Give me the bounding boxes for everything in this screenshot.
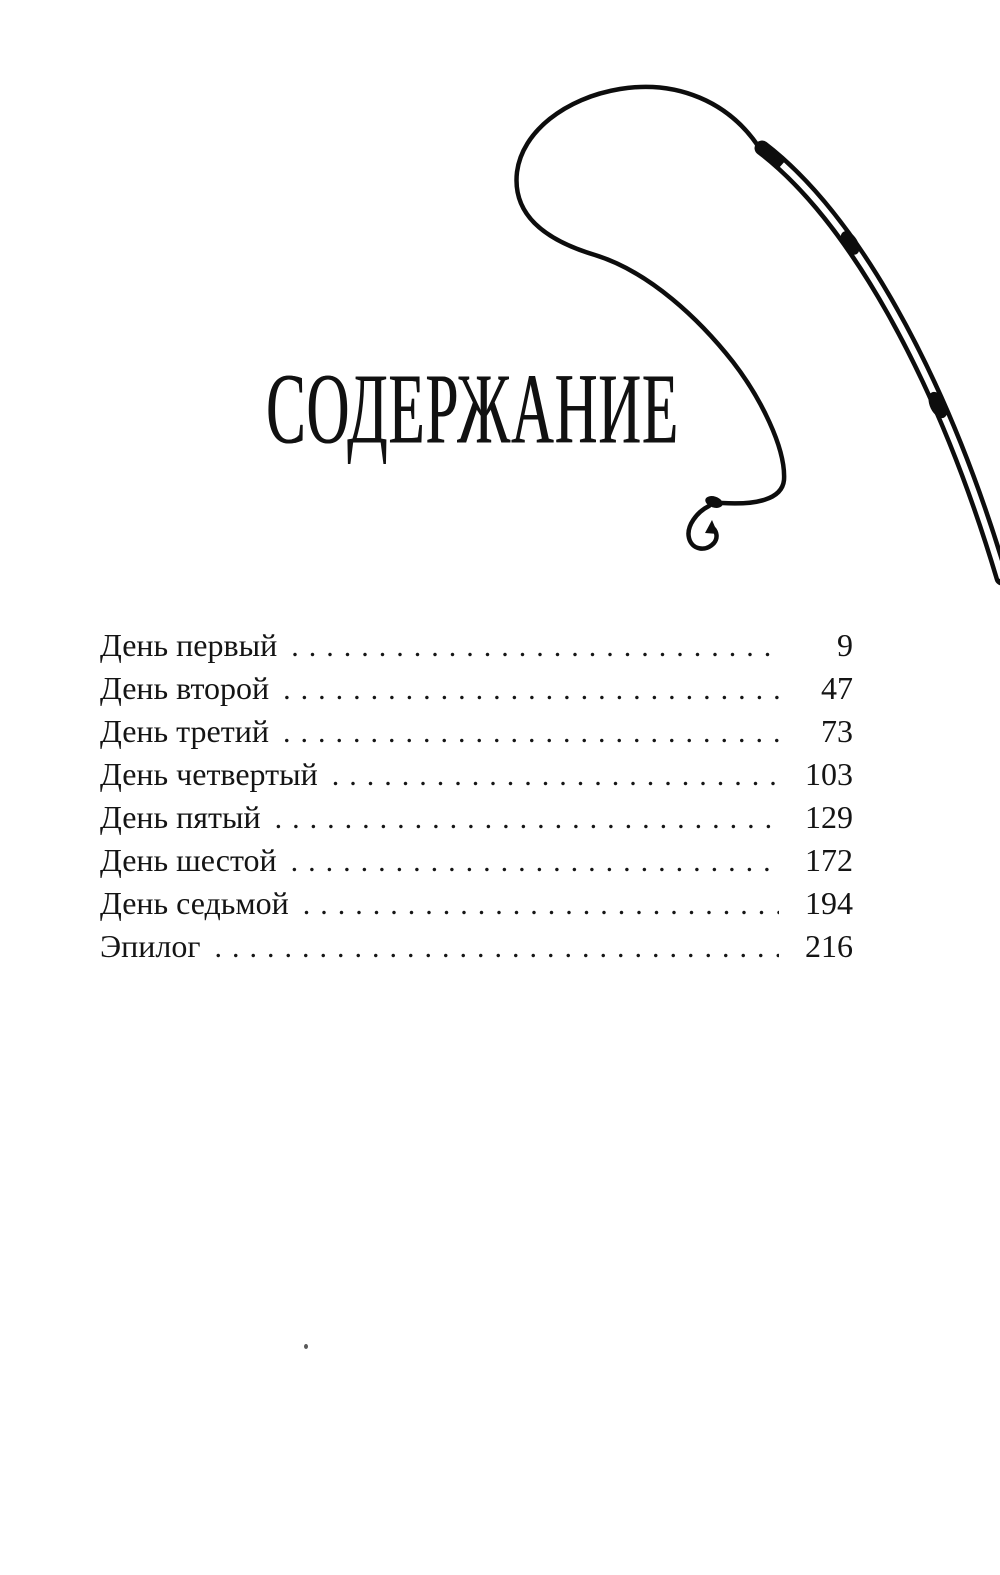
dot-leader (275, 796, 779, 840)
toc-entry-page: 103 (805, 756, 853, 792)
toc-entry-page: 129 (805, 799, 853, 835)
dot-leader (303, 882, 779, 926)
fishing-rod (754, 140, 1000, 586)
toc-entry-page: 47 (821, 670, 853, 706)
fish-hook (686, 503, 719, 551)
rod-guide-upper (840, 231, 860, 255)
rod-guide-lower (928, 391, 948, 419)
dot-leader (283, 667, 779, 711)
toc-entry-label: Эпилог (100, 928, 201, 964)
toc-entry-page: 73 (821, 713, 853, 749)
toc-row: День второй 47 (100, 667, 853, 710)
table-of-contents: День первый 9 День второй 47 День третий… (100, 624, 853, 968)
dot-leader (291, 624, 779, 668)
dot-leader (283, 710, 779, 754)
scan-speck (304, 1344, 308, 1349)
page-title: СОДЕРЖАНИЕ (266, 352, 679, 465)
toc-entry-label: День второй (100, 670, 270, 706)
dot-leader (332, 753, 779, 797)
toc-row: День первый 9 (100, 624, 853, 667)
toc-row: День третий 73 (100, 710, 853, 753)
toc-entry-page: 216 (805, 928, 853, 964)
dot-leader (214, 925, 779, 969)
toc-entry-label: День четвертый (100, 756, 318, 792)
toc-row: День седьмой 194 (100, 882, 853, 925)
toc-entry-page: 9 (837, 627, 853, 663)
toc-row: День шестой 172 (100, 839, 853, 882)
dot-leader (291, 839, 779, 883)
toc-entry-page: 172 (805, 842, 853, 878)
toc-entry-label: День пятый (100, 799, 261, 835)
toc-entry-label: День седьмой (100, 885, 289, 921)
fishing-rod-illustration (514, 84, 1000, 586)
toc-row: День четвертый 103 (100, 753, 853, 796)
hook-barb (705, 520, 718, 534)
toc-entry-label: День первый (100, 627, 278, 663)
toc-row: День пятый 129 (100, 796, 853, 839)
toc-entry-label: День шестой (100, 842, 277, 878)
toc-entry-page: 194 (805, 885, 853, 921)
fishing-line (514, 84, 787, 551)
toc-row: Эпилог 216 (100, 925, 853, 968)
toc-entry-label: День третий (100, 713, 269, 749)
